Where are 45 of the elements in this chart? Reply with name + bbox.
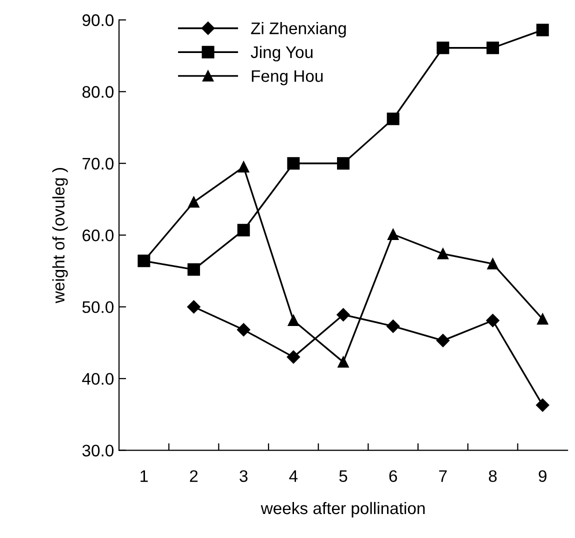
point (487, 258, 498, 270)
y-tick-label: 80.0 (82, 86, 114, 98)
y-axis-title: weight of (ovuleg ) (52, 168, 68, 304)
point (188, 263, 200, 276)
point (537, 313, 548, 325)
y-tick-label: 90.0 (82, 14, 114, 26)
legend-label: Jing You (250, 46, 312, 62)
point (386, 112, 400, 126)
point (386, 320, 400, 333)
y-tick-label: 50.0 (82, 301, 114, 314)
legend-label: Feng Hou (252, 70, 323, 86)
x-tick-label: 3 (240, 470, 248, 482)
point (288, 314, 299, 326)
x-axis-title: weeks after pollination (260, 502, 425, 518)
x-tick-label: 5 (339, 470, 348, 482)
x-tick-label: 1 (140, 470, 148, 482)
y-tick-label: 30.0 (82, 444, 114, 457)
point (238, 161, 250, 173)
point (436, 334, 450, 348)
x-tick-label: 4 (289, 470, 298, 482)
point (536, 398, 550, 412)
point (286, 350, 300, 364)
point (337, 157, 350, 170)
y-tick-label: 60.0 (82, 230, 114, 242)
point (187, 300, 200, 314)
legend-label: Zi Zhenxiang (251, 22, 346, 38)
point (287, 157, 300, 170)
point (436, 42, 450, 54)
point (536, 24, 549, 36)
x-tick-label: 7 (439, 470, 447, 482)
point (486, 42, 500, 54)
point (388, 228, 399, 240)
x-tick-label: 9 (538, 470, 546, 482)
point (188, 196, 200, 208)
point (336, 308, 350, 322)
x-tick-label: 6 (389, 470, 398, 482)
y-tick-label: 40.0 (82, 372, 114, 385)
point (237, 224, 250, 236)
x-tick-label: 8 (488, 470, 497, 482)
point (237, 323, 250, 336)
point (486, 314, 500, 328)
point (437, 248, 448, 260)
point (338, 356, 349, 368)
y-tick-label: 70.0 (82, 158, 114, 170)
x-tick-label: 2 (190, 470, 198, 482)
